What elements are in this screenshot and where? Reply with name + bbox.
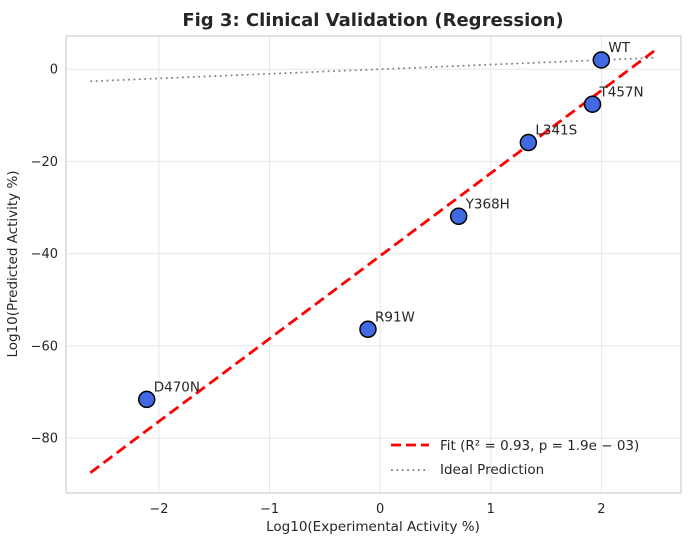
legend-fit-label: Fit (R² = 0.93, p = 1.9e − 03) (440, 438, 639, 454)
x-axis-label: Log10(Experimental Activity %) (266, 519, 480, 535)
y-tick-label: −40 (31, 247, 58, 262)
point-label-L341S: L341S (535, 123, 577, 139)
x-tick-label: −1 (260, 502, 279, 517)
y-tick-label: 0 (50, 63, 58, 78)
fit-regression-line (89, 49, 656, 474)
x-tick-label: 2 (597, 502, 605, 517)
y-tick-label: −60 (31, 339, 58, 354)
legend: Fit (R² = 0.93, p = 1.9e − 03) Ideal Pred… (391, 438, 639, 478)
point-label-R91W: R91W (375, 309, 415, 325)
point-label-WT: WT (608, 40, 630, 56)
y-tick-label: −20 (31, 155, 58, 170)
point-label-T457N: T457N (599, 84, 644, 100)
data-point-D470N (137, 390, 156, 409)
data-point-R91W (359, 320, 377, 339)
data-point-WT (592, 51, 611, 69)
data-point-T457N (583, 95, 602, 114)
x-tick-label: 0 (376, 502, 384, 517)
data-point-Y368H (449, 207, 468, 226)
data-point-L341S (519, 133, 538, 152)
x-tick-label: 1 (487, 502, 495, 517)
ideal-prediction-line (90, 56, 655, 83)
chart-title: Fig 3: Clinical Validation (Regression) (182, 10, 563, 31)
y-axis-label: Log10(Predicted Activity %) (5, 170, 21, 357)
plot-border (65, 35, 682, 494)
y-tick-label: −80 (31, 432, 58, 447)
point-label-Y368H: Y368H (465, 196, 510, 212)
plot-area: WT T457N L341S Y368H R91W D470N −2 −1 0 1 2 0 −20 −40… (31, 35, 682, 517)
legend-ideal-label: Ideal Prediction (440, 462, 544, 478)
x-tick-label: −2 (149, 502, 168, 517)
point-label-D470N: D470N (154, 379, 200, 395)
